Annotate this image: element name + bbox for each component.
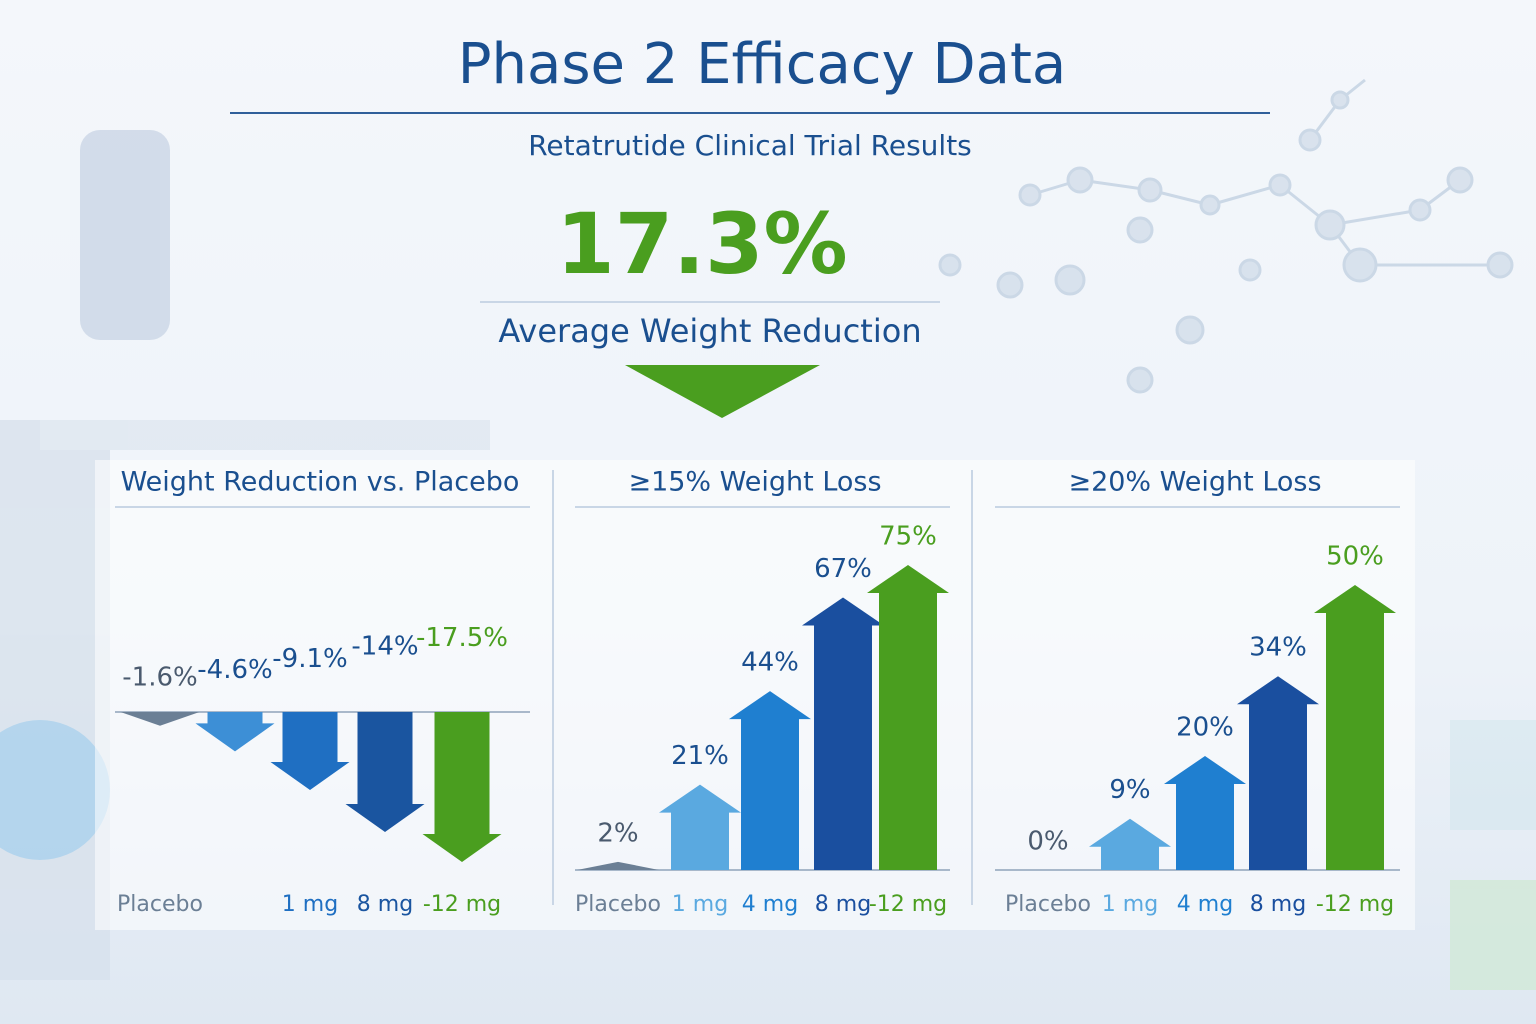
value-label: -9.1% <box>272 644 347 674</box>
x-tick-label: -12 mg <box>869 892 947 917</box>
value-label: 0% <box>1027 827 1068 857</box>
x-tick-label: 4 mg <box>742 892 798 917</box>
beaker <box>1450 880 1536 990</box>
x-tick-label: 8 mg <box>1250 892 1306 917</box>
x-tick-label: -12 mg <box>1316 892 1394 917</box>
microscope-tube <box>80 130 170 340</box>
bar <box>345 712 425 832</box>
microscope <box>0 420 110 980</box>
value-label: -14% <box>351 632 418 662</box>
value-label: 75% <box>879 522 937 552</box>
value-label: -17.5% <box>416 623 508 653</box>
value-label: 34% <box>1249 633 1307 663</box>
highlight-caption: Average Weight Reduction <box>498 312 921 350</box>
bar <box>867 565 949 870</box>
page-title: Phase 2 Efficacy Data <box>458 32 1067 97</box>
bar <box>1237 676 1319 870</box>
x-tick-label: 1 mg <box>282 892 338 917</box>
value-label: 9% <box>1109 775 1150 805</box>
shelf <box>40 420 490 450</box>
beaker <box>1450 720 1536 830</box>
bar <box>1089 818 1171 870</box>
x-tick-label: 1 mg <box>672 892 728 917</box>
x-tick-label: Placebo <box>117 892 203 917</box>
value-label: 50% <box>1326 542 1384 572</box>
value-label: 2% <box>597 818 638 848</box>
bar <box>577 861 659 870</box>
highlight-value: 17.3% <box>556 195 847 293</box>
bar <box>1314 585 1396 870</box>
lab-decoration <box>0 130 1536 990</box>
x-tick-label: Placebo <box>1005 892 1091 917</box>
chart-title: ≥15% Weight Loss <box>628 467 881 498</box>
value-label: 44% <box>741 648 799 678</box>
x-tick-label: 1 mg <box>1102 892 1158 917</box>
bar <box>195 712 275 752</box>
subtitle: Retatrutide Clinical Trial Results <box>528 129 972 162</box>
bar <box>120 712 200 726</box>
x-tick-label: 8 mg <box>815 892 871 917</box>
value-label: 20% <box>1176 713 1234 743</box>
x-tick-label: Placebo <box>575 892 661 917</box>
bar <box>729 691 811 870</box>
molecule-decoration <box>938 78 1514 394</box>
bar <box>659 784 741 870</box>
value-label: 67% <box>814 554 872 584</box>
value-label: -1.6% <box>122 663 197 693</box>
value-label: 21% <box>671 741 729 771</box>
chart-title: ≥20% Weight Loss <box>1068 467 1321 498</box>
bar <box>422 712 502 862</box>
flask <box>0 720 110 860</box>
bar <box>802 597 884 870</box>
down-arrow <box>625 365 820 418</box>
x-tick-label: 4 mg <box>1177 892 1233 917</box>
x-tick-label: -12 mg <box>423 892 501 917</box>
chart-title: Weight Reduction vs. Placebo <box>121 467 520 498</box>
value-label: -4.6% <box>197 655 272 685</box>
bar <box>1164 756 1246 870</box>
bar <box>270 712 350 790</box>
x-tick-label: 8 mg <box>357 892 413 917</box>
